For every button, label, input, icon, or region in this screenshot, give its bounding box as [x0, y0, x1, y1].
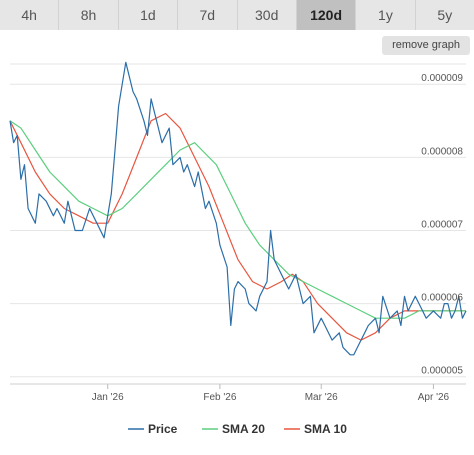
x-tick-label: Jan '26 — [92, 392, 124, 403]
series-lines — [9, 61, 467, 356]
tab-5y[interactable]: 5y — [415, 0, 474, 30]
y-tick-label: 0.000005 — [421, 366, 463, 377]
x-axis: Jan '26 Feb '26 Mar '26 Apr '26 — [10, 383, 466, 403]
y-tick-label: 0.000007 — [421, 219, 463, 230]
legend-label-sma-20: SMA 20 — [222, 422, 265, 436]
x-tick-label: Feb '26 — [203, 392, 236, 403]
x-tick-label: Apr '26 — [418, 392, 450, 403]
legend-label-price: Price — [148, 422, 178, 436]
tab-4h[interactable]: 4h — [0, 0, 60, 30]
tab-120d[interactable]: 120d — [296, 0, 357, 30]
timeframe-tabs: 4h 8h 1d 7d 30d 120d 1y 5y — [0, 0, 474, 30]
legend: Price SMA 20 SMA 10 — [128, 422, 347, 436]
y-tick-label: 0.000009 — [421, 73, 463, 84]
grid-lines — [10, 63, 466, 378]
remove-graph-button[interactable]: remove graph — [382, 36, 470, 55]
tab-30d[interactable]: 30d — [237, 0, 297, 30]
sma-20-line — [9, 120, 466, 319]
y-tick-label: 0.000006 — [421, 293, 463, 304]
y-tick-label: 0.000008 — [421, 146, 463, 157]
legend-label-sma-10: SMA 10 — [304, 422, 347, 436]
y-axis-labels: 0.000005 0.000006 0.000007 0.000008 0.000009 — [421, 73, 463, 376]
sma-10-line — [9, 112, 466, 341]
tab-1d[interactable]: 1d — [118, 0, 179, 30]
tab-8h[interactable]: 8h — [59, 0, 119, 30]
x-tick-label: Mar '26 — [305, 392, 338, 403]
tab-7d[interactable]: 7d — [178, 0, 238, 30]
price-line — [9, 61, 467, 356]
tab-1y[interactable]: 1y — [356, 0, 416, 30]
